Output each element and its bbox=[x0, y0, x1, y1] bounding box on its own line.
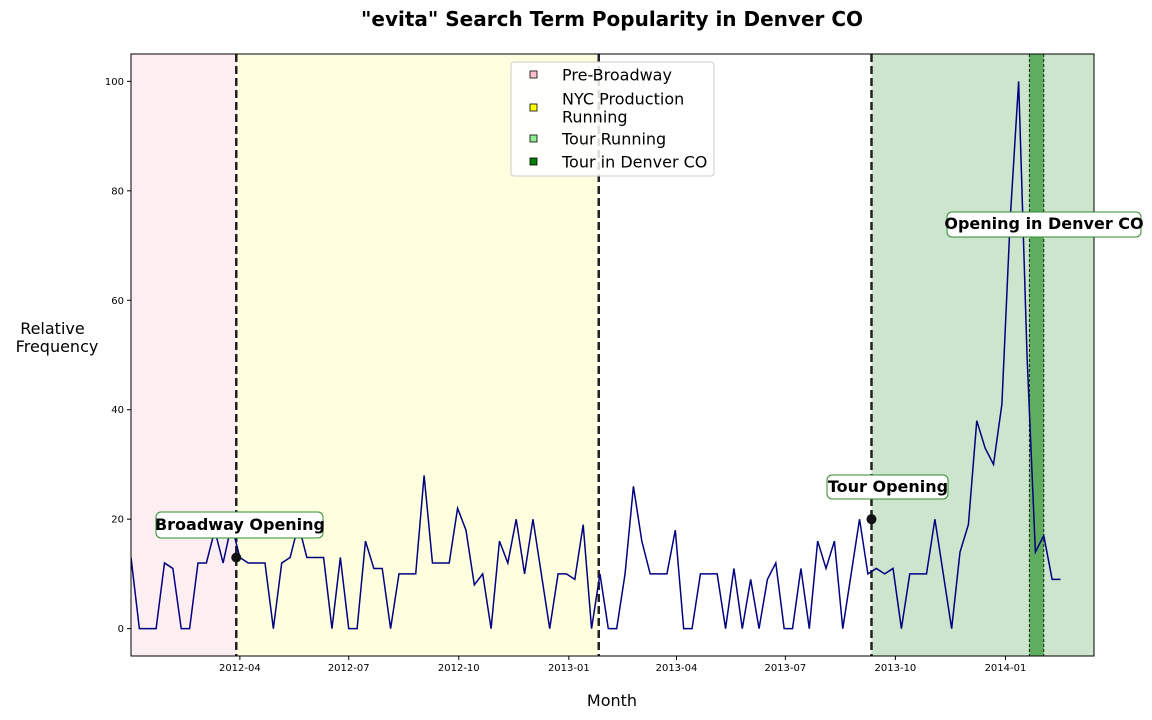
x-tick-label-0: 2012-04 bbox=[219, 663, 261, 674]
legend-swatch-0 bbox=[529, 70, 538, 79]
series-lines bbox=[131, 81, 1061, 630]
legend-swatch-1 bbox=[529, 103, 538, 112]
plot-frame bbox=[130, 53, 1095, 657]
x-tick-label-5: 2013-07 bbox=[764, 663, 806, 674]
annotation-label-2: Opening in Denver CO bbox=[944, 214, 1143, 233]
legend-frame bbox=[510, 61, 715, 177]
y-tick-label-3: 60 bbox=[111, 296, 124, 307]
region-0 bbox=[131, 54, 237, 656]
legend-swatch-3 bbox=[529, 157, 538, 166]
y-tick-label-4: 80 bbox=[111, 186, 124, 197]
legend-label-2: Tour Running bbox=[561, 130, 666, 149]
x-axis-ticks: 2012-04 2012-07 2012-10 2013-01 2013-04 2013-… bbox=[219, 656, 1026, 674]
legend-label-1-0: NYC Production bbox=[562, 90, 684, 109]
legend-label-3: Tour in Denver CO bbox=[561, 153, 707, 172]
event-marker-0 bbox=[231, 552, 242, 563]
y-axis-label: Relative Frequency bbox=[16, 319, 99, 356]
x-tick-label-3: 2013-01 bbox=[548, 663, 590, 674]
legend-swatch-2 bbox=[529, 134, 538, 143]
x-tick-label-4: 2013-04 bbox=[656, 663, 698, 674]
y-tick-label-0: 0 bbox=[118, 624, 124, 635]
y-axis-ticks: 0 20 40 60 80 100 bbox=[105, 77, 131, 635]
y-tick-label-5: 100 bbox=[105, 77, 124, 88]
event-marker-1 bbox=[866, 514, 877, 525]
y-tick-label-2: 40 bbox=[111, 405, 124, 416]
x-tick-label-2: 2012-10 bbox=[438, 663, 480, 674]
event-markers bbox=[231, 514, 877, 563]
region-2 bbox=[871, 54, 1094, 656]
legend-label-0: Pre-Broadway bbox=[562, 66, 672, 85]
y-axis-label-line1: Relative bbox=[20, 319, 85, 338]
annotation-box-0 bbox=[155, 511, 324, 539]
legend-label-1-1: Running bbox=[562, 108, 628, 127]
series-line-0 bbox=[131, 81, 1061, 630]
y-tick-label-1: 20 bbox=[111, 515, 124, 526]
x-tick-label-7: 2014-01 bbox=[985, 663, 1027, 674]
chart-title: "evita" Search Term Popularity in Denver… bbox=[361, 7, 863, 31]
annotation-box-1 bbox=[826, 474, 949, 500]
x-tick-label-6: 2013-10 bbox=[875, 663, 917, 674]
x-tick-label-1: 2012-07 bbox=[328, 663, 370, 674]
region-3 bbox=[1029, 54, 1044, 656]
annotation-box-2 bbox=[946, 211, 1142, 238]
annotation-label-0: Broadway Opening bbox=[155, 515, 325, 534]
x-axis-label: Month bbox=[587, 691, 637, 710]
annotations: Broadway Opening Tour Opening Opening in D… bbox=[155, 211, 1144, 539]
y-axis-label-line2: Frequency bbox=[16, 337, 99, 356]
annotation-label-1: Tour Opening bbox=[828, 477, 948, 496]
